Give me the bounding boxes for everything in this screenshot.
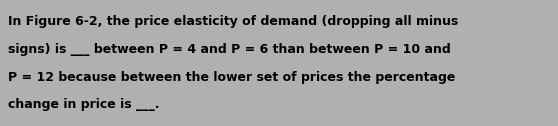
Text: In Figure 6-2, the price elasticity of demand (dropping all minus: In Figure 6-2, the price elasticity of d… [8, 15, 459, 28]
Text: P = 12 because between the lower set of prices the percentage: P = 12 because between the lower set of … [8, 71, 456, 84]
Text: signs) is ___ between P = 4 and P = 6 than between P = 10 and: signs) is ___ between P = 4 and P = 6 th… [8, 43, 451, 56]
Text: change in price is ___.: change in price is ___. [8, 98, 160, 111]
